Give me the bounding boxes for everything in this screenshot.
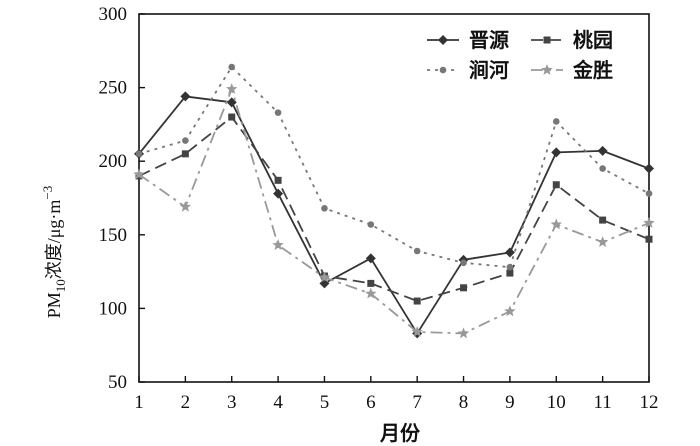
data-point (413, 247, 421, 255)
y-tick-label: 200 (99, 151, 128, 172)
data-point (411, 325, 423, 337)
x-tick-label: 9 (505, 392, 515, 413)
x-tick-label: 6 (366, 392, 376, 413)
series-line (138, 88, 650, 335)
data-point (179, 200, 192, 212)
data-point (226, 83, 238, 94)
series-2 (135, 113, 653, 305)
x-axis-title: 月份 (379, 421, 421, 445)
legend-marker (438, 35, 448, 45)
legend-marker (541, 64, 553, 75)
data-point (181, 150, 189, 158)
series-line (138, 66, 650, 269)
series-line (138, 116, 650, 302)
data-point (506, 269, 514, 277)
y-tick-label: 150 (99, 225, 128, 246)
x-axis-ticks: 1 2 3 4 5 6 7 8 9 10 11 12 (134, 376, 659, 413)
data-point (273, 188, 284, 199)
data-point (506, 263, 514, 271)
x-tick-label: 4 (273, 392, 283, 413)
data-point (457, 327, 470, 339)
data-point (599, 165, 606, 172)
legend-item: 涧河 (427, 58, 509, 82)
x-tick-label: 2 (181, 392, 191, 413)
legend-label: 晋源 (469, 28, 509, 52)
data-point (272, 239, 284, 250)
y-tick-label: 250 (99, 78, 128, 99)
data-point (644, 163, 654, 174)
data-point (365, 287, 377, 299)
legend-label: 金胜 (572, 58, 613, 82)
data-point (504, 247, 515, 258)
data-point (228, 113, 236, 121)
legend-marker (439, 66, 447, 74)
legend-item: 晋源 (427, 28, 509, 52)
x-tick-label: 3 (227, 392, 237, 413)
y-tick-label: 50 (108, 372, 127, 393)
data-point (597, 145, 608, 156)
series-1 (134, 91, 654, 339)
data-point (460, 284, 468, 292)
data-point (133, 168, 145, 180)
series-layer (133, 63, 655, 339)
y-axis-title: PM10浓度/μg·m−3 (40, 186, 68, 319)
y-axis-title-text: 浓度/μg·m (44, 200, 64, 280)
x-tick-label: 1 (134, 392, 144, 413)
x-tick-label: 8 (459, 392, 469, 413)
data-point (274, 176, 282, 184)
legend-item: 桃园 (531, 28, 613, 52)
series-line (138, 95, 650, 335)
legend-marker (543, 36, 551, 44)
y-axis-title-superscript: −3 (40, 186, 55, 200)
data-point (551, 147, 562, 158)
data-point (460, 259, 467, 267)
data-point (365, 253, 376, 264)
y-tick-label: 300 (99, 4, 128, 25)
series-4 (133, 83, 655, 339)
data-point (274, 109, 282, 116)
data-point (321, 205, 328, 212)
data-point (504, 305, 516, 317)
data-point (182, 137, 189, 144)
data-point (645, 235, 653, 243)
legend-label: 桃园 (573, 28, 613, 52)
plot-frame (138, 13, 650, 383)
data-point (367, 279, 375, 287)
data-point (596, 236, 609, 248)
y-tick-label: 100 (99, 298, 128, 319)
data-point (643, 217, 655, 228)
y-axis-title-subscript: 10 (53, 279, 68, 292)
svg-text:PM10浓度/μg·m−3: PM10浓度/μg·m−3 (40, 186, 68, 319)
y-axis-title-prefix: PM (44, 292, 64, 318)
data-point (413, 297, 421, 305)
data-point (135, 150, 143, 158)
data-point (645, 190, 653, 197)
data-point (318, 271, 331, 283)
series-3 (135, 63, 653, 271)
data-point (228, 63, 236, 71)
data-point (367, 221, 375, 228)
data-point (599, 216, 607, 224)
x-tick-label: 12 (640, 392, 659, 413)
data-point (550, 218, 562, 230)
data-point (552, 181, 560, 189)
y-axis-ticks: 50 100 150 200 250 300 (99, 4, 145, 393)
data-point (180, 91, 191, 102)
x-tick-label: 11 (593, 392, 611, 413)
legend-item: 金胜 (531, 58, 613, 82)
x-tick-label: 7 (412, 392, 422, 413)
legend-label: 涧河 (469, 58, 509, 82)
x-tick-label: 5 (320, 392, 330, 413)
x-tick-label: 10 (547, 392, 566, 413)
data-point (552, 118, 560, 125)
